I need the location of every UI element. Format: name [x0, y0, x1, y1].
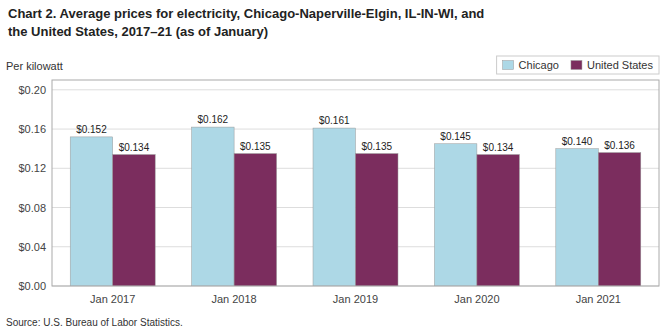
data-label: $0.152	[76, 124, 107, 135]
data-label: $0.135	[240, 141, 271, 152]
bar	[356, 154, 398, 286]
bars	[70, 127, 641, 286]
grid	[52, 90, 659, 286]
y-tick-label: $0.04	[18, 241, 46, 253]
x-tick-label: Jan 2017	[90, 293, 135, 305]
y-tick-label: $0.16	[18, 123, 46, 135]
bar	[192, 127, 234, 286]
bar	[477, 155, 519, 286]
x-tick-label: Jan 2018	[211, 293, 256, 305]
legend-frame	[497, 56, 659, 74]
data-label: $0.134	[483, 142, 514, 153]
data-label: $0.145	[440, 131, 471, 142]
y-tick-label: $0.12	[18, 162, 46, 174]
bar	[434, 144, 476, 286]
bar	[556, 149, 598, 286]
subtitle: the United States, 2017–21 (as of Januar…	[8, 24, 268, 39]
x-tick-label: Jan 2020	[454, 293, 499, 305]
legend: Chicago United States	[497, 56, 659, 74]
data-label: $0.140	[562, 136, 593, 147]
data-label: $0.136	[604, 140, 635, 151]
legend-swatch	[503, 61, 514, 70]
legend-swatch	[571, 61, 582, 70]
data-label: $0.135	[361, 141, 392, 152]
bar	[598, 153, 640, 286]
grid-line	[52, 89, 659, 90]
data-labels: $0.152 $0.162 $0.161 $0.145 $0.140 $0.134 $0.1…	[76, 114, 635, 152]
data-label: $0.162	[198, 114, 229, 125]
bar	[70, 137, 112, 286]
bar	[234, 154, 276, 286]
y-axis-label: Per kilowatt	[6, 60, 63, 72]
y-tick-label: $0.20	[18, 84, 46, 96]
x-tick-label: Jan 2021	[576, 293, 621, 305]
y-tick-label: $0.08	[18, 202, 46, 214]
bar	[313, 128, 355, 286]
legend-label: United States	[587, 59, 654, 71]
data-label: $0.161	[319, 115, 350, 126]
chart: Chart 2. Average prices for electricity,…	[0, 0, 669, 334]
x-tick-label: Jan 2019	[333, 293, 378, 305]
plot-frame	[52, 80, 659, 286]
bar	[113, 155, 155, 286]
source: Source: U.S. Bureau of Labor Statistics.	[6, 317, 183, 328]
legend-label: Chicago	[519, 59, 559, 71]
title: Chart 2. Average prices for electricity,…	[8, 6, 484, 21]
data-label: $0.134	[119, 142, 150, 153]
y-tick-label: $0.00	[18, 280, 46, 292]
